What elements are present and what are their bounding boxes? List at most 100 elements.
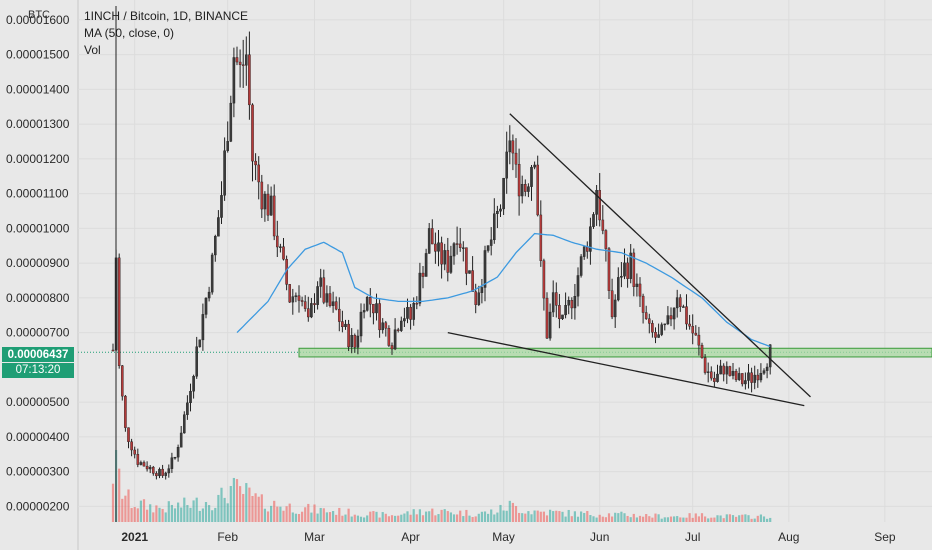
candle-body [322, 277, 326, 303]
candle-body [747, 372, 750, 381]
volume-bar [564, 516, 567, 522]
candle-body [598, 190, 601, 221]
volume-indicator-label[interactable]: Vol [84, 43, 101, 57]
volume-bar [459, 510, 462, 522]
candle-body [350, 335, 354, 348]
candle-body [151, 466, 155, 474]
volume-bars [111, 450, 772, 522]
y-tick-label: 0.00000800 [6, 291, 70, 305]
x-tick-label: Sep [874, 530, 896, 544]
volume-bar [434, 515, 437, 522]
volume-bar [350, 516, 353, 522]
candle-body [607, 248, 611, 291]
candle-body [331, 301, 335, 306]
volume-bar [254, 493, 257, 522]
volume-bar [657, 514, 660, 522]
candle-body [378, 303, 381, 331]
candle-body [294, 295, 298, 297]
candle-body [316, 286, 319, 305]
support-zone-layer[interactable] [298, 347, 932, 358]
volume-bar [328, 512, 332, 522]
candle-body [369, 297, 372, 305]
candle-body [703, 357, 707, 373]
ma-indicator-label[interactable]: MA (50, close, 0) [84, 26, 175, 40]
volume-bar [307, 503, 310, 522]
volume-bar [741, 514, 744, 522]
volume-bar [189, 507, 192, 522]
volume-bar [552, 511, 555, 522]
volume-bar [471, 517, 474, 522]
candle-body [142, 462, 146, 467]
volume-bar [750, 518, 753, 522]
volume-bar [322, 508, 325, 522]
volume-bar [440, 509, 443, 522]
volume-bar [263, 508, 266, 522]
volume-bar [431, 508, 434, 522]
volume-bar [273, 500, 276, 522]
candle-body [682, 306, 685, 308]
volume-bar [691, 517, 694, 522]
volume-bar [177, 502, 180, 522]
candle-body [424, 253, 428, 277]
candle-body [139, 462, 143, 465]
candle-body [641, 295, 645, 313]
y-tick-label: 0.00001400 [6, 82, 70, 96]
volume-bar [316, 513, 319, 522]
candle-body [688, 323, 691, 327]
volume-bar [611, 516, 614, 522]
volume-bar [483, 511, 487, 522]
volume-bar [359, 516, 363, 522]
volume-bar [499, 504, 502, 522]
volume-bar [155, 505, 158, 522]
volume-bar [744, 514, 747, 522]
volume-bar [555, 510, 558, 522]
volume-bar [598, 514, 601, 522]
volume-bar [387, 516, 390, 522]
volume-bar [183, 497, 186, 522]
volume-bar [180, 507, 183, 522]
symbol-title[interactable]: 1INCH / Bitcoin, 1D, BINANCE [84, 9, 249, 23]
volume-bar [663, 517, 666, 522]
volume-bar [626, 515, 629, 522]
candle-body [449, 255, 453, 273]
candle-body [235, 57, 239, 63]
candle-body [694, 332, 698, 336]
candle-body [387, 327, 391, 346]
candle-body [127, 427, 130, 442]
candle-body [347, 323, 350, 348]
candle-body [260, 181, 264, 210]
volume-bar [192, 500, 195, 522]
candles [111, 6, 772, 522]
volume-bar [378, 517, 381, 522]
candle-body [493, 213, 496, 241]
candle-body [744, 380, 747, 385]
volume-bar [539, 511, 542, 522]
volume-bar [462, 516, 465, 522]
candle-body [229, 102, 233, 142]
candle-body [276, 235, 279, 248]
candle-body [669, 315, 673, 320]
candle-body [486, 245, 490, 251]
volume-bar [756, 515, 759, 522]
candle-body [508, 140, 512, 153]
candle-body [530, 166, 533, 187]
candle-body [719, 365, 722, 375]
y-tick-label: 0.00000300 [6, 465, 70, 479]
candle-body [359, 311, 363, 337]
candle-body [266, 193, 270, 216]
trendlines[interactable] [447, 113, 811, 407]
volume-bar [288, 503, 291, 522]
candle-body [660, 324, 663, 335]
volume-bar [645, 514, 648, 522]
candle-body [697, 334, 701, 346]
volume-bar [735, 516, 738, 522]
candle-body [657, 334, 660, 338]
candle-body [213, 236, 217, 256]
candle-body [254, 160, 257, 166]
volume-bar [766, 518, 769, 522]
candle-body [592, 214, 595, 227]
candle-body [635, 283, 639, 287]
volume-bar [341, 515, 344, 522]
